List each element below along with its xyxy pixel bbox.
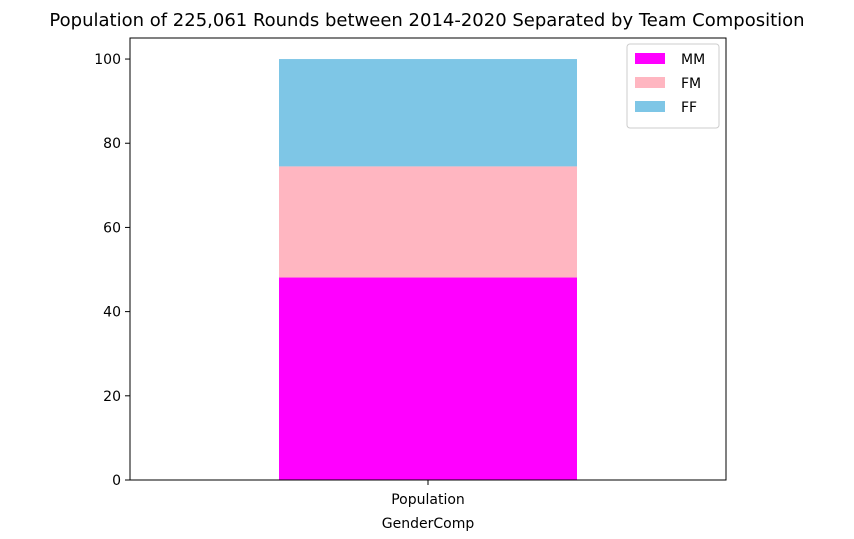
legend-label-mm: MM (681, 52, 705, 68)
legend-swatch-mm (635, 53, 665, 64)
y-tick-label: 20 (103, 389, 121, 405)
x-axis-label: GenderComp (382, 516, 475, 532)
legend-swatch-ff (635, 101, 665, 112)
chart-title: Population of 225,061 Rounds between 201… (49, 10, 804, 31)
x-tick-label: Population (391, 492, 465, 508)
y-tick-label: 60 (103, 220, 121, 236)
y-tick-label: 40 (103, 305, 121, 321)
bar-fm (279, 166, 577, 278)
y-tick-label: 80 (103, 136, 121, 152)
bar-ff (279, 59, 577, 167)
legend-label-fm: FM (681, 76, 701, 92)
bar-mm (279, 277, 577, 480)
y-tick-label: 0 (112, 473, 121, 489)
bar-stack (279, 59, 577, 480)
legend-label-ff: FF (681, 100, 697, 116)
y-tick-label: 100 (94, 52, 121, 68)
legend: MM FM FF (626, 43, 720, 129)
x-axis: Population (391, 480, 465, 508)
y-axis: 0 20 40 60 80 100 (94, 52, 130, 489)
legend-swatch-fm (635, 77, 665, 88)
